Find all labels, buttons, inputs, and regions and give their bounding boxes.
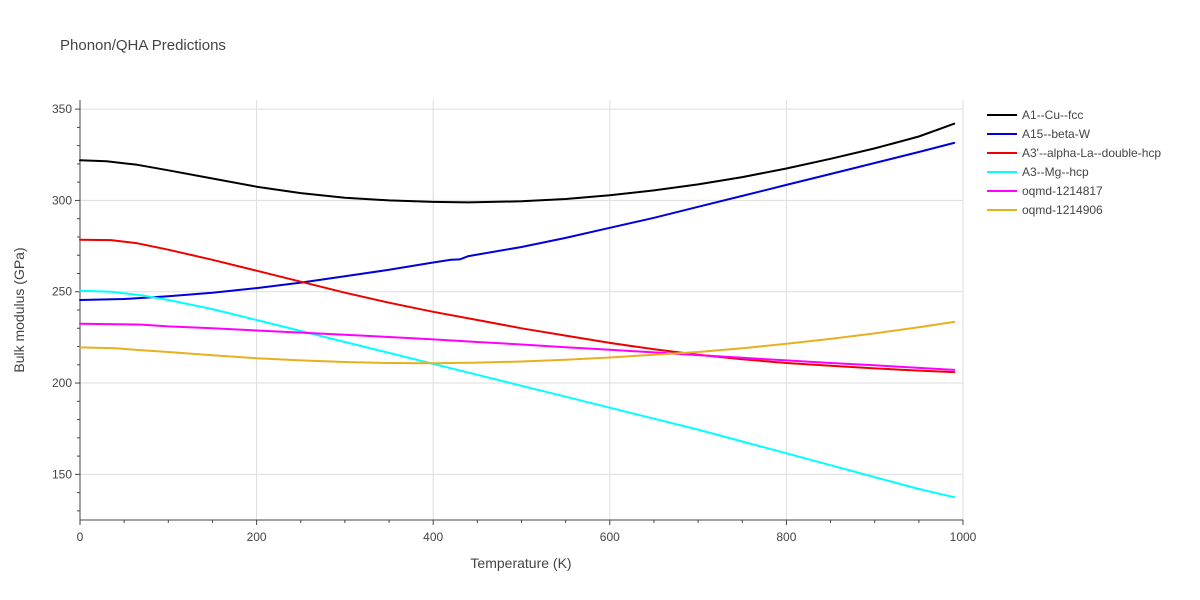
axes: 0 200 400 600 800 1000 150 200 250 300 350 bbox=[52, 100, 977, 544]
series-line-0 bbox=[79, 122, 956, 204]
legend-label: oqmd-1214817 bbox=[1022, 184, 1103, 198]
series-line-4 bbox=[79, 322, 956, 371]
legend-item[interactable]: oqmd-1214906 bbox=[987, 203, 1103, 217]
legend-item[interactable]: A1--Cu--fcc bbox=[987, 108, 1083, 122]
x-tick-label: 400 bbox=[423, 530, 443, 544]
y-tick-label: 300 bbox=[52, 193, 72, 207]
legend-item[interactable]: oqmd-1214817 bbox=[987, 184, 1103, 198]
series-lines bbox=[79, 122, 956, 499]
x-tick-label: 1000 bbox=[950, 530, 977, 544]
legend-label: A1--Cu--fcc bbox=[1022, 108, 1083, 122]
legend-label: A15--beta-W bbox=[1022, 127, 1091, 141]
legend-item[interactable]: A3'--alpha-La--double-hcp bbox=[987, 146, 1161, 160]
x-tick-label: 0 bbox=[77, 530, 84, 544]
legend: A1--Cu--fcc A15--beta-W A3'--alpha-La--dou… bbox=[987, 108, 1161, 217]
legend-item[interactable]: A15--beta-W bbox=[987, 127, 1091, 141]
legend-label: A3'--alpha-La--double-hcp bbox=[1022, 146, 1161, 160]
legend-label: A3--Mg--hcp bbox=[1022, 165, 1089, 179]
y-tick-label: 250 bbox=[52, 285, 72, 299]
x-axis-title: Temperature (K) bbox=[470, 555, 571, 571]
series-line-3 bbox=[79, 289, 956, 499]
chart-title: Phonon/QHA Predictions bbox=[60, 37, 226, 54]
y-tick-label: 150 bbox=[52, 467, 72, 481]
x-tick-label: 800 bbox=[776, 530, 796, 544]
series-line-5 bbox=[79, 320, 956, 365]
legend-item[interactable]: A3--Mg--hcp bbox=[987, 165, 1089, 179]
x-tick-label: 600 bbox=[600, 530, 620, 544]
x-tick-label: 200 bbox=[247, 530, 267, 544]
y-tick-label: 200 bbox=[52, 376, 72, 390]
y-axis-title: Bulk modulus (GPa) bbox=[11, 247, 27, 372]
legend-label: oqmd-1214906 bbox=[1022, 203, 1103, 217]
series-line-2 bbox=[79, 238, 956, 374]
y-tick-label: 350 bbox=[52, 102, 72, 116]
series-line-1 bbox=[79, 141, 956, 301]
